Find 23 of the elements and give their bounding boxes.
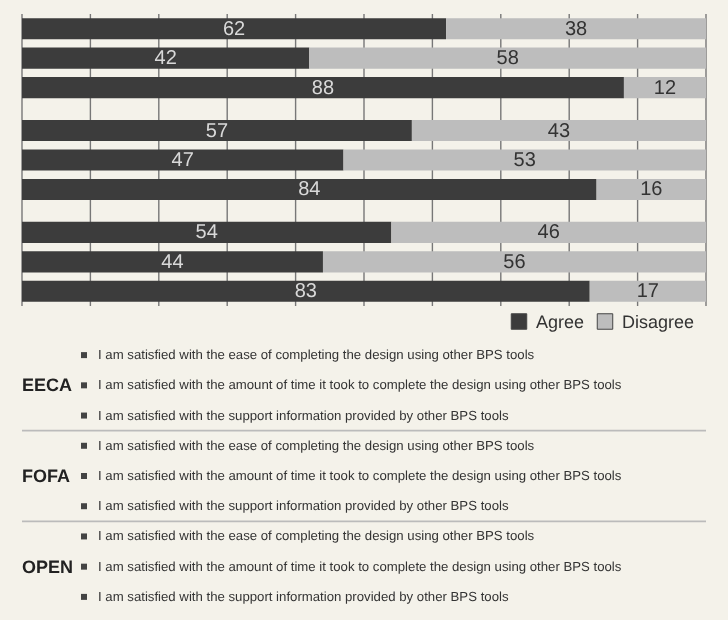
data-label: 88 <box>311 77 335 100</box>
data-label: 57 <box>205 120 229 143</box>
text: OPEN <box>22 556 74 577</box>
text: FOFA <box>22 466 71 486</box>
data-label: 43 <box>547 120 571 143</box>
data-label: 58 <box>496 48 520 71</box>
data-label: 38 <box>564 18 589 41</box>
data-label: 53 <box>513 150 537 172</box>
data-label: 42 <box>154 48 178 71</box>
legend-label: Agree <box>536 311 585 332</box>
data-label: 46 <box>537 222 561 245</box>
data-label: 83 <box>294 281 318 304</box>
data-label: 12 <box>653 77 677 100</box>
data-label: 54 <box>195 222 219 245</box>
data-label: 47 <box>171 150 195 172</box>
legend-label: Disagree <box>622 311 695 332</box>
data-label: 56 <box>503 251 527 274</box>
data-label: 44 <box>161 251 185 274</box>
data-label: 84 <box>298 179 322 202</box>
text: EECA <box>22 375 74 396</box>
data-label: 62 <box>222 18 247 41</box>
data-label: 17 <box>636 281 660 304</box>
data-label: 16 <box>640 179 664 202</box>
